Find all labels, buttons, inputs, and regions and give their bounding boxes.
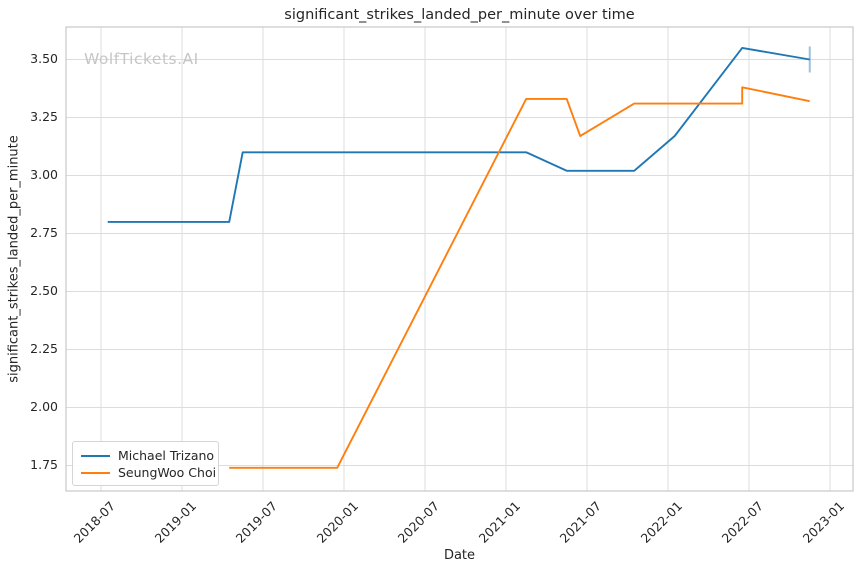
- legend-label: Michael Trizano: [118, 448, 215, 463]
- y-axis-label: significant_strikes_landed_per_minute: [6, 135, 22, 383]
- legend: Michael Trizano SeungWoo Choi: [72, 441, 219, 486]
- y-tick-label: 2.75: [30, 225, 58, 241]
- series-line-seungwoo-choi: [229, 86, 810, 469]
- legend-line-sample-orange: [81, 471, 110, 474]
- y-tick-label: 3.50: [30, 51, 58, 67]
- y-tick-label: 2.50: [30, 283, 58, 299]
- y-tick-label: 1.75: [30, 457, 58, 473]
- series-line-michael-trizano: [107, 46, 810, 223]
- legend-label: SeungWoo Choi: [118, 465, 217, 480]
- legend-item-michael-trizano: Michael Trizano: [81, 447, 214, 464]
- watermark: WolfTickets.AI: [84, 50, 199, 68]
- y-tick-label: 2.00: [30, 399, 58, 415]
- y-tick-label: 2.25: [30, 341, 58, 357]
- y-tick-label: 3.25: [30, 109, 58, 125]
- chart-title: significant_strikes_landed_per_minute ov…: [284, 7, 635, 23]
- x-axis-label: Date: [443, 548, 476, 563]
- y-tick-label: 3.00: [30, 167, 58, 183]
- legend-item-seungwoo-choi: SeungWoo Choi: [81, 464, 216, 481]
- plot-frame: [65, 26, 854, 492]
- legend-line-sample-blue: [81, 454, 110, 457]
